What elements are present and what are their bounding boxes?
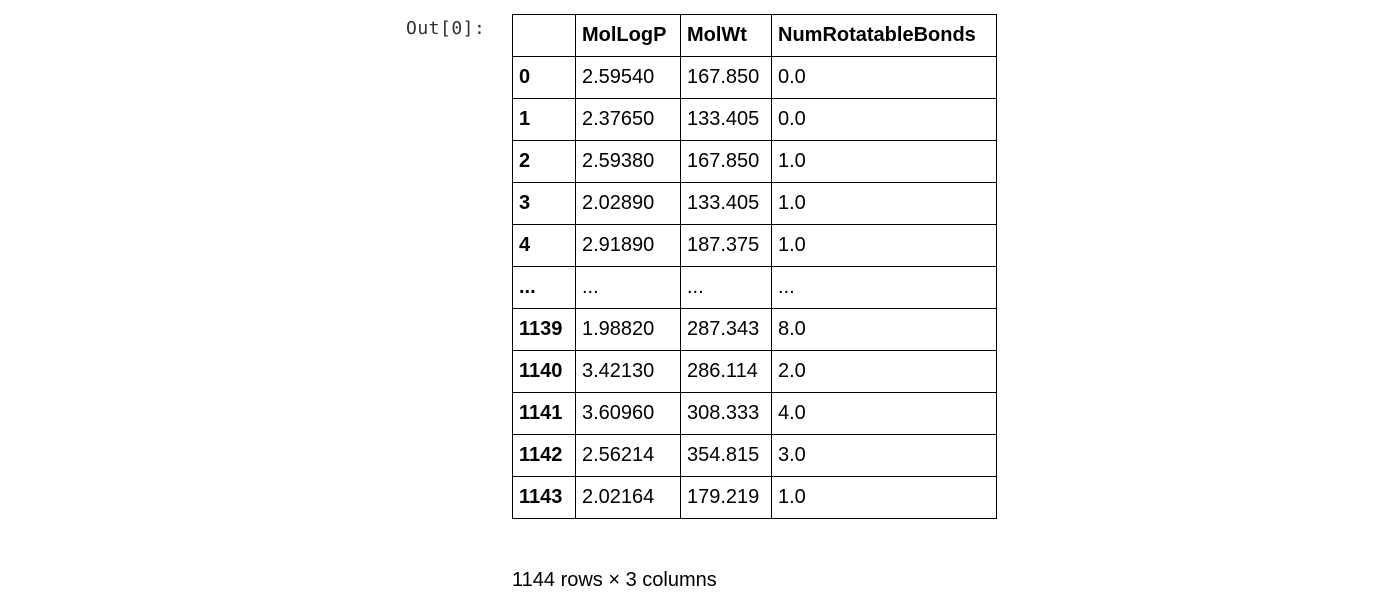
table-row: 1139 1.98820 287.343 8.0 (512, 308, 997, 351)
row-index: 2 (512, 140, 576, 183)
row-index: 1143 (512, 476, 576, 519)
cell-molwt: 286.114 (680, 350, 772, 393)
row-index: ... (512, 266, 576, 309)
header-mollogp: MolLogP (575, 14, 681, 57)
row-index: 1142 (512, 434, 576, 477)
cell-molwt: 354.815 (680, 434, 772, 477)
cell-molwt: 308.333 (680, 392, 772, 435)
cell-mollogp: 1.98820 (575, 308, 681, 351)
cell-mollogp: 3.42130 (575, 350, 681, 393)
header-molwt: MolWt (680, 14, 772, 57)
cell-molwt: 133.405 (680, 182, 772, 225)
table-body: 0 2.59540 167.850 0.0 1 2.37650 133.405 … (512, 56, 997, 519)
cell-numrotatablebonds: 1.0 (771, 182, 997, 225)
cell-numrotatablebonds: 0.0 (771, 98, 997, 141)
cell-numrotatablebonds: 2.0 (771, 350, 997, 393)
cell-molwt: 179.219 (680, 476, 772, 519)
row-index: 4 (512, 224, 576, 267)
cell-numrotatablebonds: 4.0 (771, 392, 997, 435)
dataframe-table: MolLogP MolWt NumRotatableBonds 0 2.5954… (512, 14, 997, 519)
cell-numrotatablebonds: 3.0 (771, 434, 997, 477)
cell-mollogp: 2.59380 (575, 140, 681, 183)
cell-mollogp: 2.91890 (575, 224, 681, 267)
table-row: 1 2.37650 133.405 0.0 (512, 98, 997, 141)
row-index: 1141 (512, 392, 576, 435)
cell-molwt: 187.375 (680, 224, 772, 267)
table-row: 1141 3.60960 308.333 4.0 (512, 392, 997, 435)
cell-numrotatablebonds: 0.0 (771, 56, 997, 99)
header-row: MolLogP MolWt NumRotatableBonds (512, 14, 997, 57)
row-index: 1140 (512, 350, 576, 393)
cell-molwt: 133.405 (680, 98, 772, 141)
cell-mollogp: 2.59540 (575, 56, 681, 99)
header-index (512, 14, 576, 57)
table-row: 3 2.02890 133.405 1.0 (512, 182, 997, 225)
row-index: 0 (512, 56, 576, 99)
table-row: 1140 3.42130 286.114 2.0 (512, 350, 997, 393)
cell-molwt: 167.850 (680, 56, 772, 99)
row-index: 3 (512, 182, 576, 225)
dataframe-shape-label: 1144 rows × 3 columns (512, 569, 717, 591)
cell-numrotatablebonds: 8.0 (771, 308, 997, 351)
header-numrotatablebonds: NumRotatableBonds (771, 14, 997, 57)
dataframe-output: MolLogP MolWt NumRotatableBonds 0 2.5954… (512, 14, 997, 519)
cell-mollogp: 2.37650 (575, 98, 681, 141)
cell-numrotatablebonds: 1.0 (771, 140, 997, 183)
cell-molwt: 167.850 (680, 140, 772, 183)
cell-numrotatablebonds: ... (771, 266, 997, 309)
cell-mollogp: 2.56214 (575, 434, 681, 477)
table-row: 2 2.59380 167.850 1.0 (512, 140, 997, 183)
cell-molwt: ... (680, 266, 772, 309)
table-row: 4 2.91890 187.375 1.0 (512, 224, 997, 267)
output-prompt: Out[0]: (406, 18, 486, 39)
cell-mollogp: ... (575, 266, 681, 309)
row-index: 1 (512, 98, 576, 141)
table-row: 1143 2.02164 179.219 1.0 (512, 476, 997, 519)
row-index: 1139 (512, 308, 576, 351)
cell-numrotatablebonds: 1.0 (771, 476, 997, 519)
table-row-ellipsis: ... ... ... ... (512, 266, 997, 309)
table-row: 0 2.59540 167.850 0.0 (512, 56, 997, 99)
table-header: MolLogP MolWt NumRotatableBonds (512, 14, 997, 57)
cell-molwt: 287.343 (680, 308, 772, 351)
cell-mollogp: 2.02164 (575, 476, 681, 519)
cell-mollogp: 3.60960 (575, 392, 681, 435)
table-row: 1142 2.56214 354.815 3.0 (512, 434, 997, 477)
cell-numrotatablebonds: 1.0 (771, 224, 997, 267)
cell-mollogp: 2.02890 (575, 182, 681, 225)
